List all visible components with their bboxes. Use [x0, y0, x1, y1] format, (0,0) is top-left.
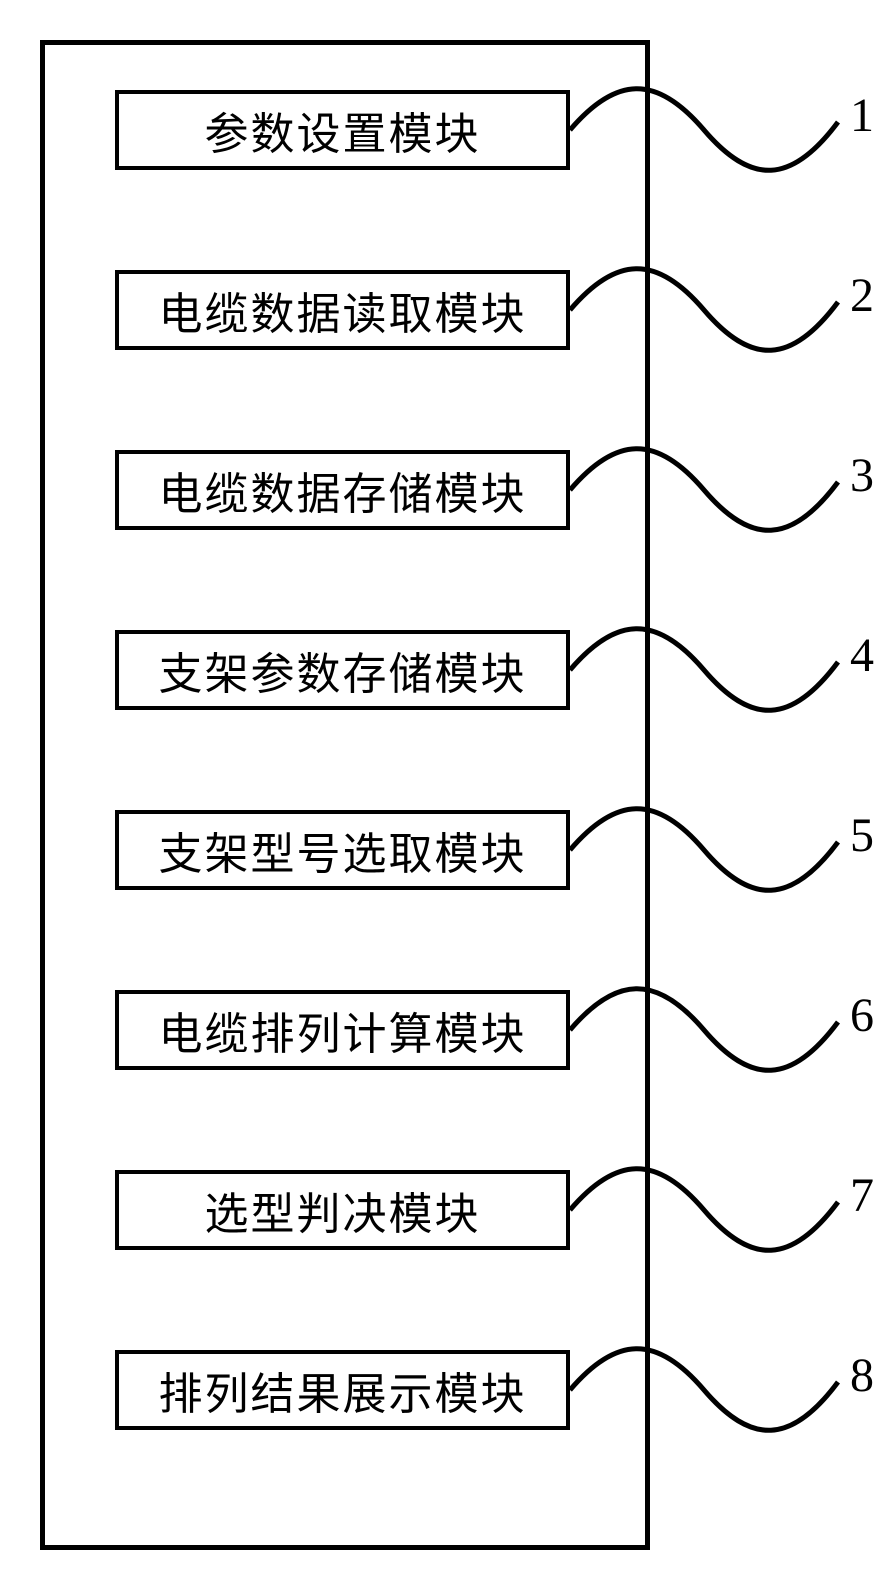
lead-line-4 — [570, 610, 858, 730]
lead-line-3 — [570, 430, 858, 550]
lead-line-5 — [570, 790, 858, 910]
module-number-4: 4 — [850, 628, 874, 683]
module-label: 支架参数存储模块 — [159, 638, 527, 702]
module-box-5: 支架型号选取模块 — [115, 810, 570, 890]
module-number-6: 6 — [850, 988, 874, 1043]
module-label: 电缆数据读取模块 — [159, 278, 527, 342]
module-label: 排列结果展示模块 — [159, 1358, 527, 1422]
module-number-3: 3 — [850, 448, 874, 503]
module-number-5: 5 — [850, 808, 874, 863]
module-number-7: 7 — [850, 1168, 874, 1223]
module-box-6: 电缆排列计算模块 — [115, 990, 570, 1070]
lead-line-1 — [570, 70, 858, 190]
module-number-1: 1 — [850, 88, 874, 143]
module-box-8: 排列结果展示模块 — [115, 1350, 570, 1430]
module-box-7: 选型判决模块 — [115, 1170, 570, 1250]
module-label: 选型判决模块 — [205, 1178, 481, 1242]
lead-line-7 — [570, 1150, 858, 1270]
lead-line-8 — [570, 1330, 858, 1450]
module-label: 电缆数据存储模块 — [159, 458, 527, 522]
diagram-container — [40, 40, 650, 1550]
lead-line-2 — [570, 250, 858, 370]
lead-line-6 — [570, 970, 858, 1090]
module-box-3: 电缆数据存储模块 — [115, 450, 570, 530]
module-box-4: 支架参数存储模块 — [115, 630, 570, 710]
module-box-1: 参数设置模块 — [115, 90, 570, 170]
module-label: 参数设置模块 — [205, 98, 481, 162]
module-number-2: 2 — [850, 268, 874, 323]
module-box-2: 电缆数据读取模块 — [115, 270, 570, 350]
module-label: 支架型号选取模块 — [159, 818, 527, 882]
module-label: 电缆排列计算模块 — [159, 998, 527, 1062]
module-number-8: 8 — [850, 1348, 874, 1403]
